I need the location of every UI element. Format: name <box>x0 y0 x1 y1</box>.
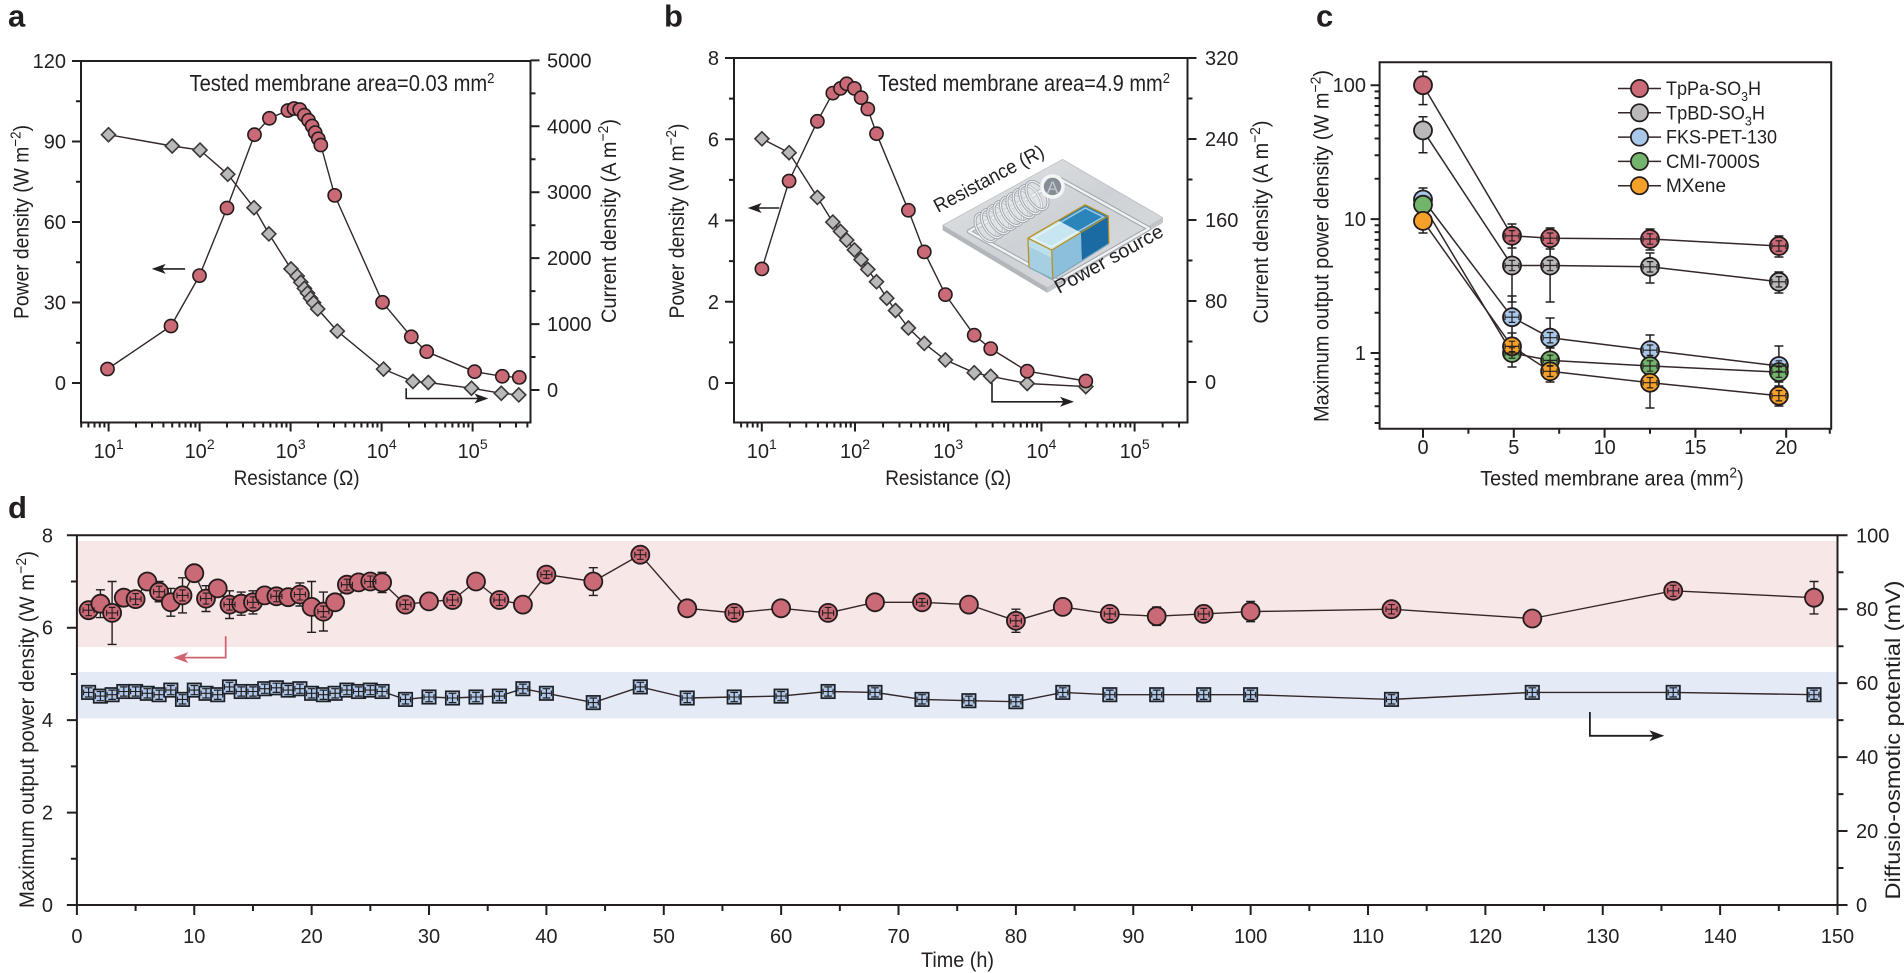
svg-text:150: 150 <box>1821 926 1854 948</box>
svg-text:TpPa-SO3H: TpPa-SO3H <box>1666 79 1761 104</box>
svg-text:CMI-7000S: CMI-7000S <box>1666 152 1760 173</box>
svg-text:5: 5 <box>1508 437 1519 459</box>
svg-text:0: 0 <box>71 926 82 948</box>
svg-text:105: 105 <box>458 436 488 463</box>
svg-text:10: 10 <box>183 926 205 948</box>
svg-text:120: 120 <box>1469 926 1502 948</box>
svg-text:2: 2 <box>708 292 719 314</box>
svg-text:4: 4 <box>42 710 53 732</box>
svg-text:Power density (W m−2): Power density (W m−2) <box>8 125 34 319</box>
svg-text:Diffusio-osmotic potential (mV: Diffusio-osmotic potential (mV) <box>1881 581 1904 900</box>
svg-text:130: 130 <box>1586 926 1619 948</box>
svg-text:4: 4 <box>708 211 719 233</box>
svg-text:50: 50 <box>653 926 675 948</box>
svg-text:80: 80 <box>1856 599 1878 621</box>
svg-text:MXene: MXene <box>1666 176 1726 197</box>
svg-text:6: 6 <box>42 618 53 640</box>
svg-text:10: 10 <box>1344 209 1366 231</box>
svg-text:20: 20 <box>1775 437 1797 459</box>
svg-text:160: 160 <box>1205 210 1238 232</box>
svg-text:d: d <box>8 490 27 525</box>
svg-text:20: 20 <box>1856 821 1878 843</box>
svg-text:80: 80 <box>1205 291 1227 313</box>
svg-text:20: 20 <box>301 926 323 948</box>
svg-text:103: 103 <box>276 436 306 463</box>
svg-text:Tested membrane area (mm2): Tested membrane area (mm2) <box>1480 465 1744 491</box>
svg-text:Resistance (Ω): Resistance (Ω) <box>885 466 1011 490</box>
svg-text:10: 10 <box>1593 437 1615 459</box>
svg-text:TpBD-SO3H: TpBD-SO3H <box>1666 103 1765 128</box>
svg-text:0: 0 <box>1205 372 1216 394</box>
svg-text:0: 0 <box>55 373 66 395</box>
svg-text:105: 105 <box>1120 436 1150 463</box>
svg-text:Maximum output power density (: Maximum output power density (W m−2) <box>13 551 39 908</box>
svg-text:80: 80 <box>1005 926 1027 948</box>
svg-text:102: 102 <box>840 436 870 463</box>
svg-text:102: 102 <box>185 436 215 463</box>
svg-text:100: 100 <box>1333 75 1366 97</box>
svg-text:1: 1 <box>1355 343 1366 365</box>
svg-text:b: b <box>664 0 683 34</box>
svg-text:FKS-PET-130: FKS-PET-130 <box>1666 128 1777 149</box>
svg-text:110: 110 <box>1352 926 1384 948</box>
svg-text:100: 100 <box>1856 525 1889 547</box>
svg-text:101: 101 <box>94 436 124 463</box>
svg-text:70: 70 <box>887 926 909 948</box>
svg-text:Time (h): Time (h) <box>921 948 994 972</box>
svg-text:101: 101 <box>747 436 777 463</box>
svg-text:30: 30 <box>418 926 440 948</box>
svg-text:40: 40 <box>535 926 557 948</box>
svg-text:320: 320 <box>1205 48 1238 70</box>
svg-text:3000: 3000 <box>547 182 592 204</box>
svg-text:Tested membrane area=0.03 mm2: Tested membrane area=0.03 mm2 <box>190 70 495 96</box>
svg-text:Resistance (Ω): Resistance (Ω) <box>234 466 360 490</box>
svg-text:2: 2 <box>42 803 53 825</box>
svg-text:0: 0 <box>708 373 719 395</box>
svg-text:60: 60 <box>44 212 66 234</box>
svg-text:60: 60 <box>1856 673 1878 695</box>
svg-text:140: 140 <box>1703 926 1736 948</box>
svg-text:c: c <box>1316 0 1333 34</box>
svg-text:Tested membrane area=4.9 mm2: Tested membrane area=4.9 mm2 <box>878 70 1170 96</box>
svg-text:120: 120 <box>33 51 66 73</box>
svg-text:30: 30 <box>44 293 66 315</box>
svg-text:Maximum output power density (: Maximum output power density (W m−2) <box>1308 70 1334 422</box>
svg-text:40: 40 <box>1856 747 1878 769</box>
svg-text:8: 8 <box>42 525 53 547</box>
svg-text:6: 6 <box>708 129 719 151</box>
svg-text:Current density (A m−2): Current density (A m−2) <box>595 119 621 323</box>
svg-text:4000: 4000 <box>547 116 592 138</box>
svg-text:A: A <box>1047 178 1059 197</box>
svg-text:90: 90 <box>1122 926 1144 948</box>
svg-text:0: 0 <box>547 380 558 402</box>
svg-text:60: 60 <box>770 926 792 948</box>
svg-text:90: 90 <box>44 132 66 154</box>
svg-text:240: 240 <box>1205 129 1238 151</box>
svg-text:a: a <box>8 0 26 34</box>
svg-text:104: 104 <box>1026 436 1056 463</box>
svg-text:8: 8 <box>708 48 719 70</box>
svg-text:2000: 2000 <box>547 248 592 270</box>
svg-text:103: 103 <box>933 436 963 463</box>
svg-text:100: 100 <box>1234 926 1267 948</box>
svg-text:0: 0 <box>42 895 53 917</box>
svg-text:Power density (W m−2): Power density (W m−2) <box>663 123 689 318</box>
svg-text:104: 104 <box>367 436 397 463</box>
svg-text:15: 15 <box>1684 437 1706 459</box>
svg-text:Current density (A m−2): Current density (A m−2) <box>1247 120 1273 323</box>
svg-text:0: 0 <box>1417 437 1428 459</box>
svg-text:1000: 1000 <box>547 314 592 336</box>
svg-text:0: 0 <box>1856 895 1867 917</box>
svg-text:5000: 5000 <box>547 50 592 72</box>
